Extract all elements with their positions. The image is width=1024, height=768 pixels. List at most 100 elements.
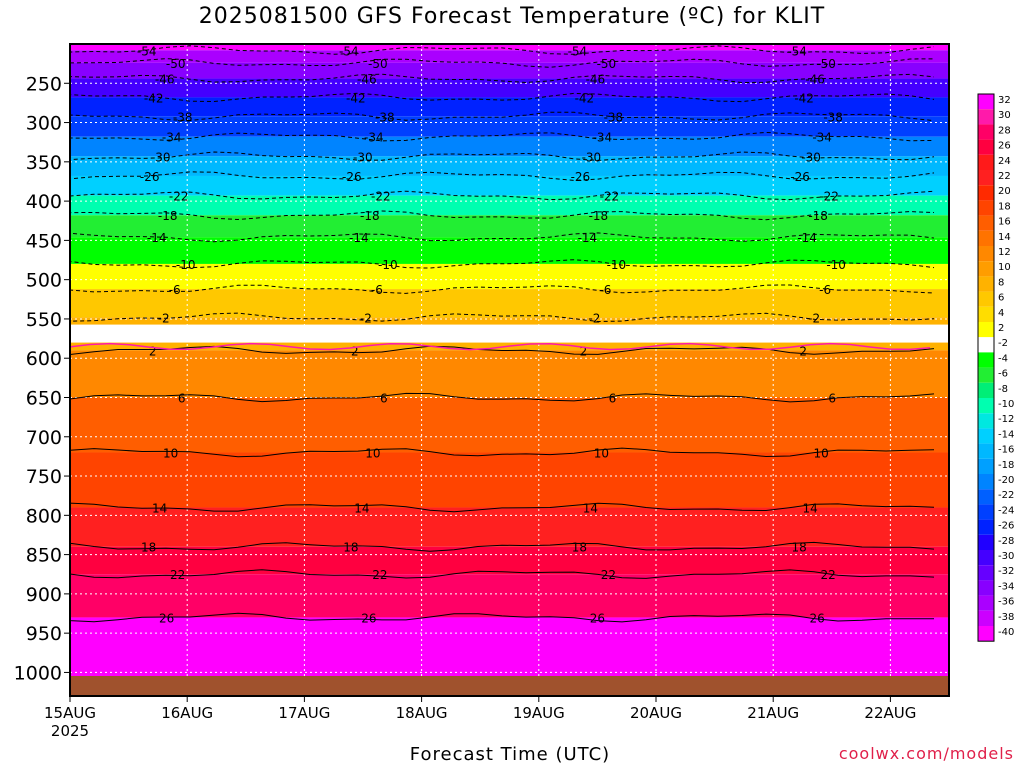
contour-label: -18 [360, 209, 380, 223]
contour-label: -30 [151, 150, 171, 164]
temperature-band [70, 175, 949, 196]
contour-line [70, 111, 935, 122]
contour-label: -42 [575, 91, 595, 105]
temperature-band [70, 350, 949, 398]
contour-label: 18 [343, 541, 358, 555]
contour-label: -46 [357, 73, 377, 87]
colorbar-label: 22 [998, 171, 1011, 182]
temperature-band [70, 452, 949, 508]
x-tick-label: 19AUG [513, 704, 565, 722]
temperature-band [70, 116, 949, 137]
contour-label: -42 [346, 91, 366, 105]
contour-label: 10 [814, 446, 829, 460]
contour-label: 26 [590, 611, 605, 625]
colorbar-label: 30 [998, 110, 1011, 121]
temperature-band [70, 97, 949, 117]
colorbar-label: 2 [998, 323, 1004, 334]
contour-label: -2 [588, 311, 600, 325]
contour-label: -50 [597, 57, 617, 71]
contour-line [70, 312, 935, 323]
contour-label: -34 [162, 131, 182, 145]
temperature-band [70, 195, 949, 216]
colorbar-swatch [978, 124, 994, 140]
colorbar-swatch [978, 474, 994, 490]
colorbar-label: -38 [998, 612, 1014, 623]
credit-label: coolwx.com/models [838, 744, 1014, 763]
colorbar-label: -26 [998, 521, 1014, 532]
contour-label: 2 [799, 344, 807, 358]
contour-label: -54 [787, 44, 807, 58]
ground-surface [70, 676, 949, 696]
y-tick-label: 750 [26, 466, 62, 488]
colorbar-swatch [978, 398, 994, 414]
y-tick-label: 350 [26, 152, 62, 174]
contour-line [70, 73, 935, 84]
temperature-band [70, 289, 949, 318]
colorbar-swatch [978, 215, 994, 231]
temperature-band [70, 215, 949, 238]
colorbar-label: -36 [998, 597, 1014, 608]
colorbar-swatch [978, 246, 994, 262]
temperature-bands [70, 44, 949, 696]
contour-label: -10 [826, 258, 846, 272]
colorbar-frame [977, 93, 995, 642]
contour-label: 6 [828, 391, 836, 405]
x-tick-label: 16AUG [161, 704, 213, 722]
colorbar-label: 10 [998, 262, 1011, 273]
contour-label: -26 [140, 170, 160, 184]
temperature-band [70, 546, 949, 575]
colorbar-swatch [978, 458, 994, 474]
contour-label: -6 [371, 283, 383, 297]
contour-label: 22 [170, 568, 185, 582]
contour-label: -14 [797, 231, 817, 245]
contour-label: -14 [349, 231, 369, 245]
colorbar-label: -6 [998, 369, 1008, 380]
contour-line [70, 58, 935, 68]
colorbar-swatch [978, 580, 994, 596]
contour-label: -26 [342, 170, 362, 184]
colorbar-label: -2 [998, 338, 1008, 349]
contour-label: -46 [155, 73, 175, 87]
contour-line [70, 541, 935, 552]
contour-line [70, 569, 935, 579]
temperature-band [70, 50, 949, 63]
contour-label: -34 [364, 131, 384, 145]
colorbar-label: -12 [998, 414, 1014, 425]
contour-line [70, 447, 935, 458]
contour-line [70, 612, 935, 623]
x-tick-label: 18AUG [396, 704, 448, 722]
colorbar-swatch [978, 170, 994, 186]
contour-label: -54 [137, 44, 157, 58]
contour-line [70, 392, 935, 403]
temperature-band [70, 44, 949, 51]
contour-label: -34 [593, 131, 613, 145]
colorbar-label: -16 [998, 445, 1014, 456]
colorbar-swatch [978, 322, 994, 338]
colorbar-label: 16 [998, 217, 1011, 228]
grid-lines [70, 44, 949, 696]
x-tick-label: 15AUG [44, 704, 96, 722]
contour-line [70, 210, 935, 221]
contour-label: 14 [583, 501, 598, 515]
temperature-band [70, 78, 949, 98]
contour-label: 26 [361, 611, 376, 625]
colorbar-label: -10 [998, 399, 1014, 410]
contour-label: -2 [360, 311, 372, 325]
contour-label: -26 [790, 170, 810, 184]
contour-label: -14 [578, 231, 598, 245]
colorbar-label: -40 [998, 627, 1014, 638]
y-tick-label: 900 [26, 584, 62, 606]
contour-label: -18 [589, 209, 609, 223]
contour-label: -18 [158, 209, 178, 223]
contour-label: 22 [372, 568, 387, 582]
contour-label: -34 [812, 131, 832, 145]
contour-label: -30 [582, 150, 602, 164]
contour-label: 2 [580, 344, 588, 358]
y-tick-label: 950 [26, 623, 62, 645]
contour-label: -22 [371, 190, 391, 204]
contour-label: -50 [368, 57, 388, 71]
contour-label: 2 [351, 344, 359, 358]
contour-line [70, 171, 935, 181]
x-tick-label: 21AUG [747, 704, 799, 722]
